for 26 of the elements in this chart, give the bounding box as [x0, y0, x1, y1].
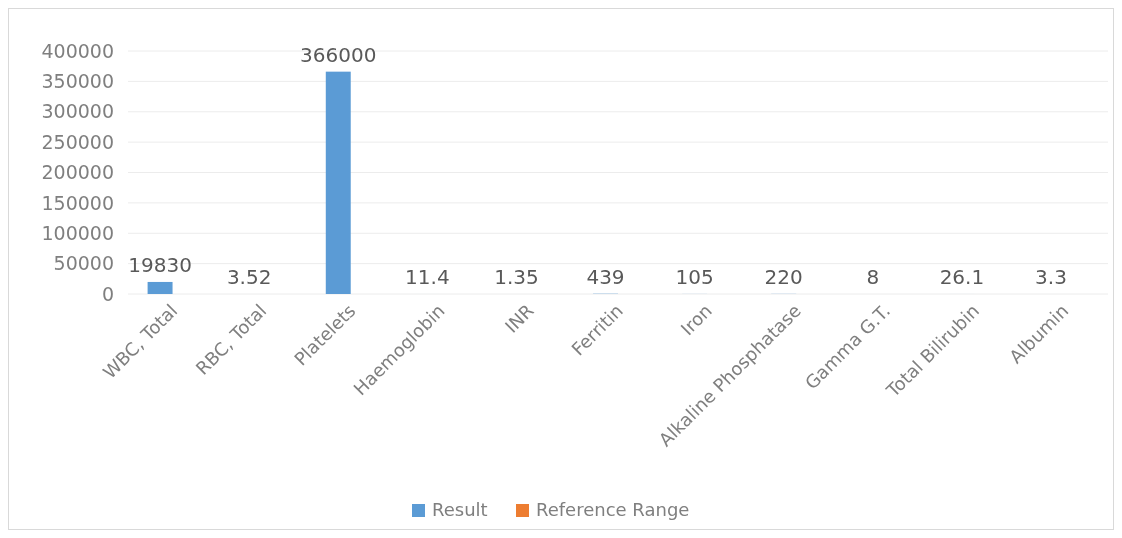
y-tick-label: 400000: [41, 39, 114, 62]
data-label: 439: [586, 264, 625, 289]
x-tick-label: INR: [500, 299, 538, 337]
y-tick-label: 200000: [41, 161, 114, 184]
data-label: 3.3: [1035, 265, 1067, 289]
y-tick-label: 100000: [41, 221, 114, 244]
y-tick-label: 350000: [41, 70, 114, 93]
data-label: 19830: [128, 252, 192, 277]
y-tick-label: 50000: [53, 252, 114, 275]
data-label: 1.35: [494, 265, 539, 289]
legend-label: Reference Range: [536, 499, 690, 520]
y-tick-label: 0: [101, 282, 114, 305]
y-tick-label: 150000: [41, 191, 114, 214]
legend-label: Result: [432, 499, 488, 520]
data-label: 366000: [300, 42, 377, 67]
data-label: 8: [866, 265, 880, 289]
y-tick-label: 300000: [41, 100, 114, 123]
data-label: 26.1: [939, 264, 985, 289]
bar: [325, 71, 351, 294]
bar: [147, 281, 173, 294]
data-label: 3.52: [226, 265, 272, 289]
data-label: 11.4: [405, 264, 450, 289]
x-tick-label: Iron: [676, 299, 716, 340]
data-label: 220: [764, 264, 803, 289]
data-label: 105: [675, 264, 714, 289]
y-tick-label: 250000: [41, 130, 114, 153]
